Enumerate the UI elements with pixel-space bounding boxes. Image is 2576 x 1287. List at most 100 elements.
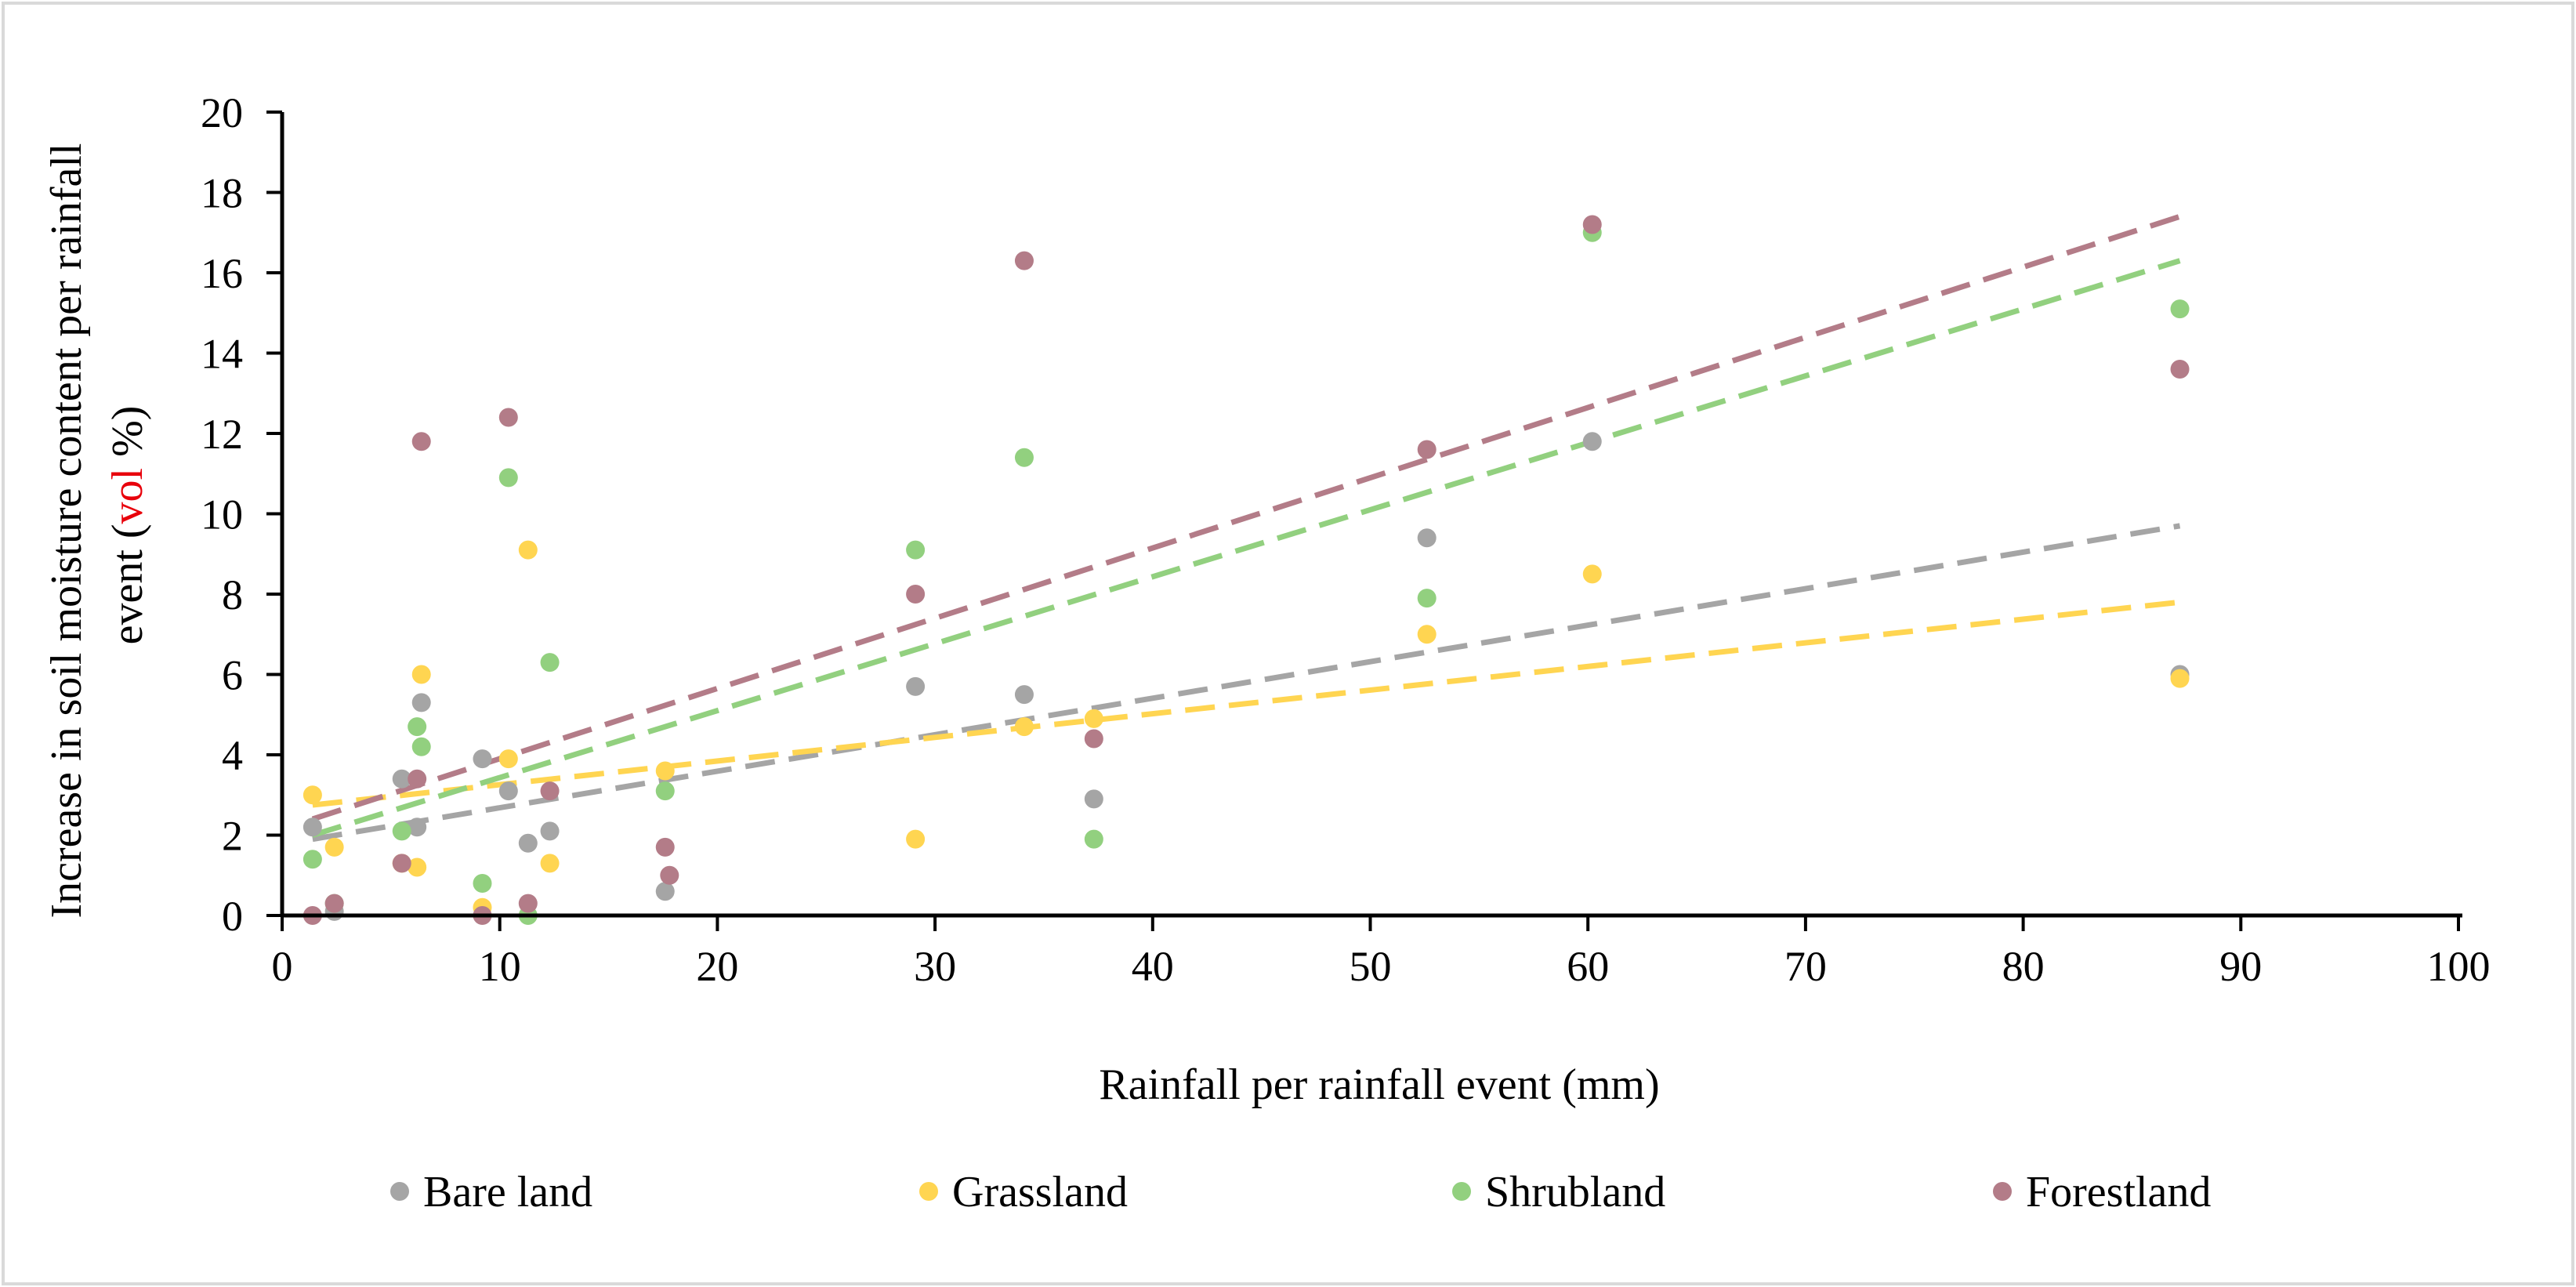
point-shrubland [540, 653, 560, 673]
y-axis-ticks: 0 2 4 6 8 10 12 14 16 18 20 [201, 89, 282, 940]
legend-marker [1993, 1182, 2012, 1201]
legend-item-grassland: Grassland [919, 1168, 1128, 1216]
point-forestland [1014, 251, 1034, 270]
point-bare-land [498, 781, 518, 801]
trendlines [311, 213, 2181, 843]
y-tick-label: 10 [201, 491, 243, 538]
point-forestland [655, 837, 675, 857]
point-bare-land [1014, 685, 1034, 705]
y-tick-label: 0 [222, 893, 243, 940]
point-shrubland [498, 468, 518, 488]
trendline-forestland [311, 213, 2181, 822]
trendline-shrubland [311, 258, 2181, 838]
point-grassland [540, 854, 560, 873]
y-tick-label: 16 [201, 250, 243, 297]
point-bare-land [408, 818, 427, 837]
trendline-grassland [312, 599, 2180, 808]
y-tick-label: 14 [201, 331, 243, 378]
legend-marker [390, 1182, 409, 1201]
x-axis-ticks: 0 10 20 30 40 50 60 70 80 90 100 [272, 915, 2491, 990]
point-grassland [408, 857, 427, 877]
y-tick-label: 2 [222, 813, 243, 860]
legend: Bare land Grassland Shrubland Forestland [390, 1168, 2211, 1216]
point-shrubland [303, 850, 322, 869]
point-grassland [1014, 717, 1034, 737]
x-tick-label: 10 [479, 943, 521, 990]
point-grassland [518, 540, 538, 560]
point-bare-land [411, 693, 431, 712]
point-shrubland [392, 821, 411, 841]
point-forestland [2170, 360, 2190, 379]
x-tick-label: 100 [2427, 943, 2491, 990]
point-grassland [498, 749, 518, 769]
point-bare-land [540, 821, 560, 841]
y-tick-label: 6 [222, 652, 243, 699]
point-bare-land [518, 833, 538, 853]
point-grassland [655, 761, 675, 781]
point-bare-land [906, 676, 926, 696]
point-forestland [518, 894, 538, 913]
point-bare-land [1417, 528, 1437, 548]
trendline-bare-land [312, 523, 2181, 843]
point-forestland [1582, 215, 1602, 234]
point-shrubland [1417, 589, 1437, 608]
legend-marker [919, 1182, 938, 1201]
point-bare-land [473, 749, 492, 769]
point-shrubland [906, 540, 926, 560]
legend-label: Shrubland [1485, 1168, 1665, 1216]
point-grassland [906, 829, 926, 849]
y-axis-label-suffix: %) [103, 406, 152, 468]
x-tick-label: 50 [1350, 943, 1392, 990]
point-bare-land [303, 818, 322, 837]
point-forestland [498, 408, 518, 427]
x-tick-label: 40 [1132, 943, 1174, 990]
point-forestland [324, 894, 344, 913]
legend-item-shrubland: Shrubland [1452, 1168, 1665, 1216]
point-bare-land [1582, 432, 1602, 451]
y-axis-label-prefix: event ( [103, 524, 152, 644]
point-bare-land [655, 882, 675, 901]
x-tick-label: 90 [2219, 943, 2262, 990]
point-forestland [906, 585, 926, 604]
point-grassland [303, 785, 322, 805]
point-forestland [408, 769, 427, 789]
point-shrubland [1014, 448, 1034, 467]
x-tick-label: 20 [696, 943, 738, 990]
point-forestland [411, 432, 431, 451]
legend-item-bare-land: Bare land [390, 1168, 592, 1216]
point-shrubland [2170, 299, 2190, 319]
point-shrubland [408, 717, 427, 737]
x-tick-label: 60 [1567, 943, 1609, 990]
point-forestland [540, 781, 560, 801]
point-shrubland [655, 781, 675, 801]
point-grassland [1417, 625, 1437, 644]
point-bare-land [1084, 789, 1103, 809]
y-axis-label-unit-highlight: vol [103, 468, 152, 524]
point-bare-land [392, 769, 411, 789]
y-axis-label-line1: Increase in soil moisture content per ra… [42, 143, 91, 919]
point-shrubland [1084, 829, 1103, 849]
legend-label: Grassland [952, 1168, 1128, 1216]
point-grassland [324, 837, 344, 857]
point-forestland [1417, 440, 1437, 459]
point-grassland [1582, 564, 1602, 584]
y-tick-label: 4 [222, 732, 243, 779]
point-forestland [1084, 729, 1103, 749]
point-shrubland [411, 737, 431, 756]
x-tick-label: 80 [2002, 943, 2045, 990]
legend-item-forestland: Forestland [1993, 1168, 2211, 1216]
y-tick-label: 20 [201, 89, 243, 136]
y-tick-label: 8 [222, 571, 243, 618]
point-forestland [660, 865, 679, 885]
legend-label: Bare land [423, 1168, 592, 1216]
point-grassland [411, 665, 431, 684]
point-grassland [2170, 669, 2190, 688]
y-axis-label: Increase in soil moisture content per ra… [42, 132, 152, 919]
point-shrubland [473, 874, 492, 893]
point-forestland [392, 854, 411, 873]
x-tick-label: 30 [914, 943, 956, 990]
legend-label: Forestland [2026, 1168, 2211, 1216]
legend-marker [1452, 1182, 1471, 1201]
